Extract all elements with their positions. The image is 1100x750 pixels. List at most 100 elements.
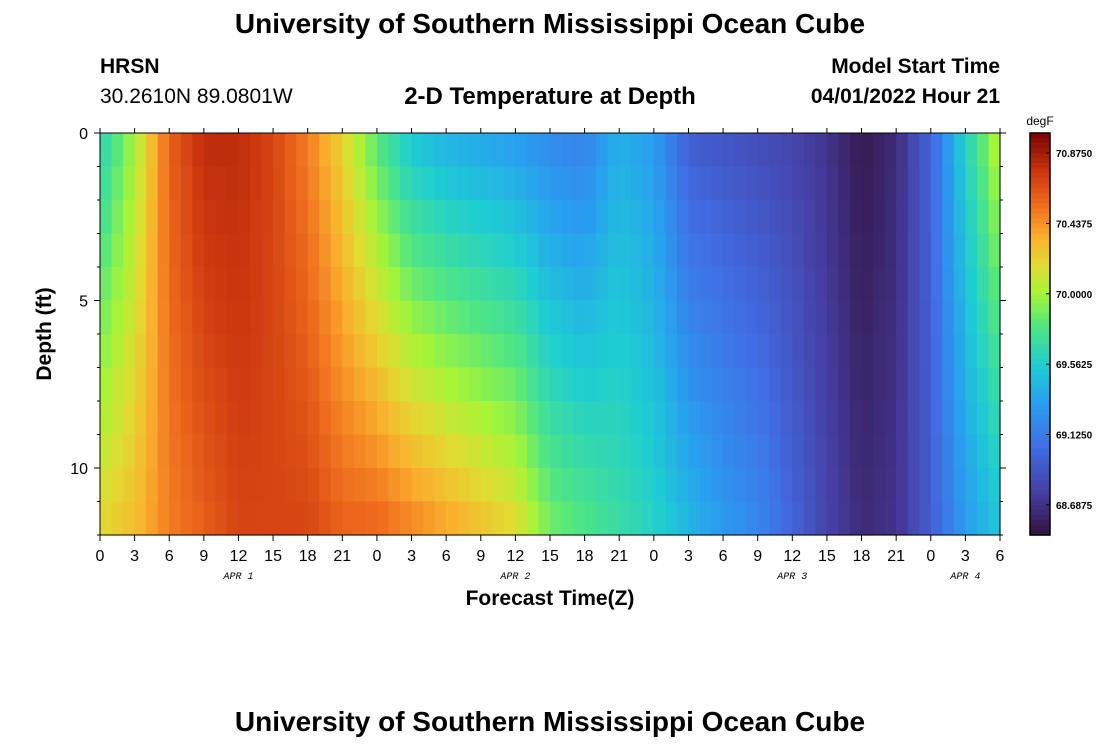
colorbar-segment — [1030, 494, 1050, 501]
heatmap-cell — [169, 267, 182, 302]
heatmap-cell — [919, 267, 932, 302]
heatmap-cell — [850, 267, 863, 302]
heatmap-cell — [457, 334, 470, 369]
heatmap-cell — [642, 233, 655, 268]
heatmap-cell — [769, 434, 782, 469]
heatmap-cell — [284, 501, 297, 536]
heatmap-cell — [826, 367, 840, 402]
heatmap-cell — [573, 200, 586, 235]
heatmap-cell — [780, 367, 793, 402]
plot-title: 2-D Temperature at Depth — [404, 83, 696, 110]
heatmap-cell — [123, 267, 136, 302]
heatmap-cell — [619, 434, 632, 469]
heatmap-cell — [861, 267, 874, 302]
heatmap-chart: 0 3 6 9 12 15 18 21 0 3 6 9 12 15 18 21 0 3 6 9 12 15 18 21 0 3 6 A… — [33, 114, 1093, 610]
colorbar-tick-label: 69.5625 — [1056, 360, 1093, 371]
heatmap-cell — [134, 166, 147, 201]
heatmap-cell — [965, 133, 978, 168]
heatmap-cell — [388, 334, 401, 369]
heatmap-cell — [665, 300, 678, 335]
heatmap-cell — [780, 434, 793, 469]
heatmap-cell — [711, 133, 724, 168]
colorbar-segment — [1030, 334, 1050, 340]
heatmap-cell — [180, 434, 193, 469]
heatmap-cell — [434, 401, 447, 436]
heatmap-cell — [457, 133, 470, 168]
heatmap-cell — [976, 401, 990, 436]
heatmap-cell — [330, 468, 343, 503]
colorbar-segment — [1030, 268, 1050, 275]
heatmap-cell — [769, 367, 782, 402]
heatmap-cell — [584, 233, 597, 268]
heatmap-cell — [492, 334, 505, 369]
heatmap-cell — [965, 434, 978, 469]
heatmap-cell — [561, 468, 574, 503]
heatmap-cell — [365, 334, 378, 369]
heatmap-cell — [907, 468, 920, 503]
colorbar-segment — [1030, 218, 1050, 225]
heatmap-cell — [411, 200, 424, 235]
heatmap-cell — [930, 334, 943, 369]
heatmap-cell — [896, 300, 909, 335]
heatmap-cell — [896, 166, 909, 201]
heatmap-cell — [342, 468, 355, 503]
heatmap-cell — [792, 434, 805, 469]
heatmap-cell — [665, 233, 678, 268]
colorbar-segment — [1030, 248, 1050, 255]
heatmap-cell — [123, 200, 136, 235]
heatmap-cell — [965, 468, 978, 503]
heatmap-cell — [515, 200, 528, 235]
heatmap-cell — [988, 334, 1001, 369]
heatmap-cell — [157, 367, 170, 402]
heatmap-cell — [642, 501, 655, 536]
heatmap-cell — [976, 267, 990, 302]
colorbar-segment — [1030, 439, 1050, 446]
heatmap-cell — [861, 133, 874, 168]
heatmap-cell — [792, 367, 805, 402]
heatmap-cell — [676, 401, 690, 436]
heatmap-cell — [792, 401, 805, 436]
colorbar-segment — [1030, 208, 1050, 215]
heatmap-cell — [434, 133, 447, 168]
y-axis-label: Depth (ft) — [33, 287, 56, 380]
colorbar-segment — [1030, 243, 1050, 250]
heatmap-cell — [850, 367, 863, 402]
heatmap-cell — [988, 133, 1001, 168]
heatmap-cell — [192, 267, 205, 302]
heatmap-cell — [815, 133, 828, 168]
heatmap-cell — [665, 468, 678, 503]
heatmap-cell — [769, 300, 782, 335]
heatmap-cell — [734, 367, 747, 402]
heatmap-cell — [642, 133, 655, 168]
heatmap-cell — [665, 501, 678, 536]
heatmap-cell — [700, 401, 713, 436]
heatmap-cell — [203, 401, 216, 436]
colorbar-segment — [1030, 519, 1050, 526]
heatmap-cell — [480, 367, 493, 402]
heatmap-cell — [307, 334, 320, 369]
heatmap-cell — [838, 233, 851, 268]
heatmap-cell — [146, 367, 159, 402]
heatmap-cell — [342, 334, 355, 369]
heatmap-cell — [180, 267, 193, 302]
x-tick-label: 12 — [506, 548, 524, 565]
heatmap-cell — [365, 300, 378, 335]
heatmap-cell — [284, 267, 297, 302]
heatmap-cell — [896, 401, 909, 436]
heatmap-cell — [803, 501, 816, 536]
heatmap-cell — [492, 267, 505, 302]
heatmap-cell — [976, 300, 990, 335]
heatmap-cell — [642, 267, 655, 302]
heatmap-cell — [423, 233, 436, 268]
heatmap-cell — [457, 166, 470, 201]
heatmap-cell — [146, 300, 159, 335]
x-tick-label: 21 — [887, 548, 905, 565]
heatmap-cell — [180, 200, 193, 235]
heatmap-cell — [596, 300, 609, 335]
heatmap-cell — [400, 468, 413, 503]
heatmap-cell — [607, 367, 620, 402]
heatmap-cell — [157, 300, 170, 335]
colorbar-segment — [1030, 298, 1050, 305]
heatmap-cell — [688, 367, 701, 402]
heatmap-cell — [203, 267, 216, 302]
